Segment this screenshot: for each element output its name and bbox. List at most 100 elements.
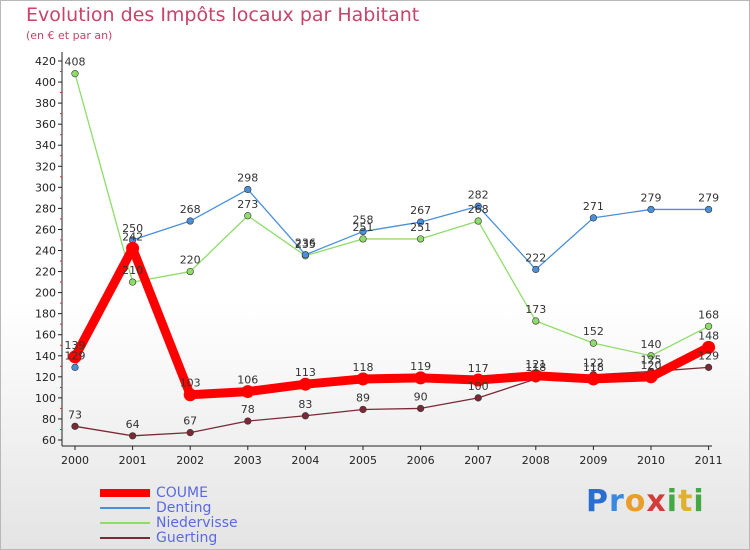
x-tick-label: 2007 xyxy=(464,454,492,467)
data-point xyxy=(301,251,310,259)
data-point xyxy=(529,369,543,383)
data-point xyxy=(183,388,197,402)
data-label: 251 xyxy=(353,221,374,234)
x-tick-label: 2000 xyxy=(61,454,89,467)
x-tick-label: 2004 xyxy=(291,454,319,467)
data-label: 267 xyxy=(410,204,431,217)
data-point xyxy=(647,352,655,360)
data-point xyxy=(186,267,194,276)
data-label: 103 xyxy=(180,377,201,390)
logo-letter: P xyxy=(586,484,609,519)
chart-subtitle: (en € et par an) xyxy=(26,29,113,42)
legend-swatch xyxy=(100,537,150,539)
data-point xyxy=(417,235,425,243)
logo-letter: t xyxy=(678,484,694,519)
y-tick-label: 80 xyxy=(42,413,56,426)
data-point xyxy=(356,372,370,386)
y-tick-label: 60 xyxy=(42,434,56,447)
x-tick-label: 2006 xyxy=(407,454,435,467)
data-point xyxy=(359,227,367,236)
data-label: 173 xyxy=(525,303,546,316)
logo-letter: o xyxy=(624,484,647,519)
legend-label: Niedervisse xyxy=(156,515,238,531)
data-label: 118 xyxy=(525,361,546,374)
data-point xyxy=(704,322,713,330)
y-tick-label: 160 xyxy=(35,329,56,342)
data-label: 129 xyxy=(698,349,719,362)
data-point xyxy=(702,340,716,354)
data-label: 140 xyxy=(641,338,662,351)
data-point xyxy=(417,218,425,226)
data-label: 279 xyxy=(698,191,719,204)
data-point xyxy=(589,214,598,222)
data-point xyxy=(474,217,482,225)
data-label: 152 xyxy=(583,325,604,338)
series-line-coume xyxy=(70,243,714,400)
data-point xyxy=(186,429,194,437)
legend-label: Guerting xyxy=(156,530,218,546)
data-label: 235 xyxy=(295,238,316,251)
chart-title: Evolution des Impôts locaux par Habitant xyxy=(26,4,420,26)
data-label: 210 xyxy=(122,264,143,277)
data-label: 67 xyxy=(183,415,197,428)
y-tick-label: 320 xyxy=(35,160,56,173)
x-tick-label: 2005 xyxy=(349,454,377,467)
data-label: 78 xyxy=(241,403,255,416)
data-label: 129 xyxy=(65,349,86,362)
y-tick-label: 380 xyxy=(35,97,56,110)
data-label: 148 xyxy=(698,329,719,342)
data-label: 139 xyxy=(65,339,86,352)
data-point xyxy=(129,432,137,440)
y-tick-label: 360 xyxy=(35,118,56,131)
data-point xyxy=(298,377,312,391)
data-point xyxy=(301,412,310,420)
data-point xyxy=(704,205,713,214)
data-point xyxy=(71,70,79,78)
data-label: 119 xyxy=(410,360,431,373)
data-point xyxy=(532,265,540,274)
data-label: 279 xyxy=(641,191,662,204)
y-tick-label: 200 xyxy=(35,287,56,300)
data-label: 73 xyxy=(68,408,82,421)
data-point xyxy=(586,372,600,386)
data-point xyxy=(186,217,194,225)
y-tick-label: 100 xyxy=(35,392,56,405)
logo-letter: x xyxy=(646,484,667,519)
data-label: 408 xyxy=(65,56,86,69)
data-label: 113 xyxy=(295,366,316,379)
data-label: 100 xyxy=(468,380,489,393)
data-point xyxy=(704,363,713,371)
data-label: 242 xyxy=(122,230,143,243)
data-label: 90 xyxy=(414,390,428,403)
data-label: 106 xyxy=(237,374,258,387)
data-point xyxy=(471,373,485,387)
legend-label: Denting xyxy=(156,500,212,516)
data-label: 236 xyxy=(295,237,316,250)
x-tick-label: 2010 xyxy=(637,454,665,467)
data-label: 222 xyxy=(525,251,546,264)
data-point xyxy=(68,350,82,364)
data-label: 121 xyxy=(525,358,546,371)
data-label: 268 xyxy=(468,203,489,216)
data-label: 258 xyxy=(353,214,374,227)
series-line-denting xyxy=(74,188,710,369)
y-tick-label: 260 xyxy=(35,223,56,236)
data-label: 168 xyxy=(698,308,719,321)
data-point xyxy=(244,212,252,220)
series-line-niedervisse xyxy=(74,72,710,357)
data-label: 125 xyxy=(641,354,662,367)
data-point xyxy=(647,205,655,214)
data-label: 118 xyxy=(583,361,604,374)
data-point xyxy=(244,185,252,194)
y-tick-label: 420 xyxy=(35,55,56,68)
data-point xyxy=(532,317,540,325)
data-label: 273 xyxy=(237,198,258,211)
y-tick-label: 340 xyxy=(35,139,56,152)
data-label: 122 xyxy=(583,357,604,370)
x-tick-label: 2002 xyxy=(176,454,204,467)
data-point xyxy=(244,417,252,425)
data-point xyxy=(129,278,137,286)
y-tick-label: 140 xyxy=(35,350,56,363)
y-tick-label: 280 xyxy=(35,202,56,215)
